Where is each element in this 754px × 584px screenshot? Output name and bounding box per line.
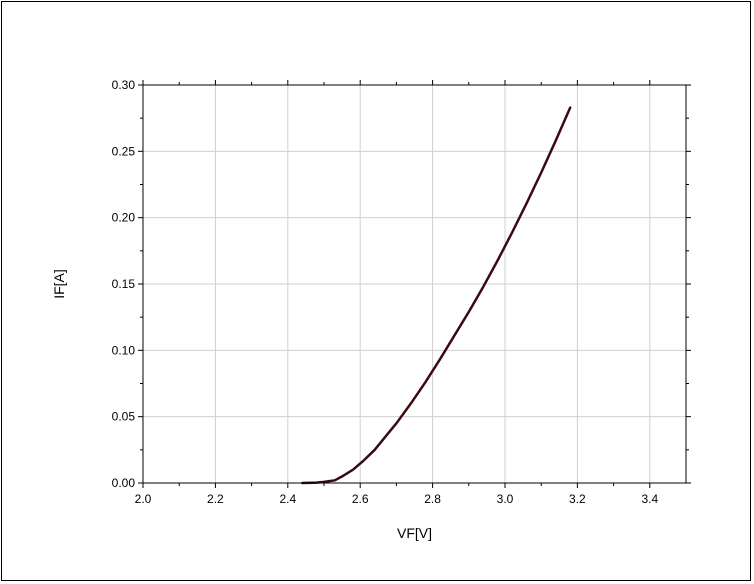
x-axis-title: VF[V]	[397, 525, 432, 541]
y-axis-ticks: 0.00 0.05 0.10 0.15 0.20 0.25 0.30	[112, 78, 691, 490]
series-line	[301, 106, 572, 485]
y-tick-label: 0.10	[112, 343, 136, 357]
x-tick-label: 2.8	[424, 492, 441, 506]
x-tick-label: 3.2	[569, 492, 586, 506]
x-tick-label: 2.4	[279, 492, 296, 506]
y-tick-label: 0.15	[112, 277, 136, 291]
y-tick-label: 0.05	[112, 410, 136, 424]
series-line-group	[301, 106, 572, 485]
x-tick-label: 3.0	[497, 492, 514, 506]
grid-lines	[143, 85, 686, 483]
y-tick-label: 0.00	[112, 476, 136, 490]
x-tick-label: 2.2	[207, 492, 224, 506]
x-tick-label: 2.0	[135, 492, 152, 506]
y-tick-label: 0.30	[112, 78, 136, 92]
plot-area-border	[142, 84, 687, 484]
y-tick-label: 0.20	[112, 211, 136, 225]
y-axis-title: IF[A]	[51, 269, 67, 299]
x-tick-label: 2.6	[352, 492, 369, 506]
y-tick-label: 0.25	[112, 144, 136, 158]
x-axis-ticks: 2.0 2.2 2.4 2.6 2.8 3.0 3.2 3.4	[135, 80, 658, 506]
x-tick-label: 3.4	[641, 492, 658, 506]
